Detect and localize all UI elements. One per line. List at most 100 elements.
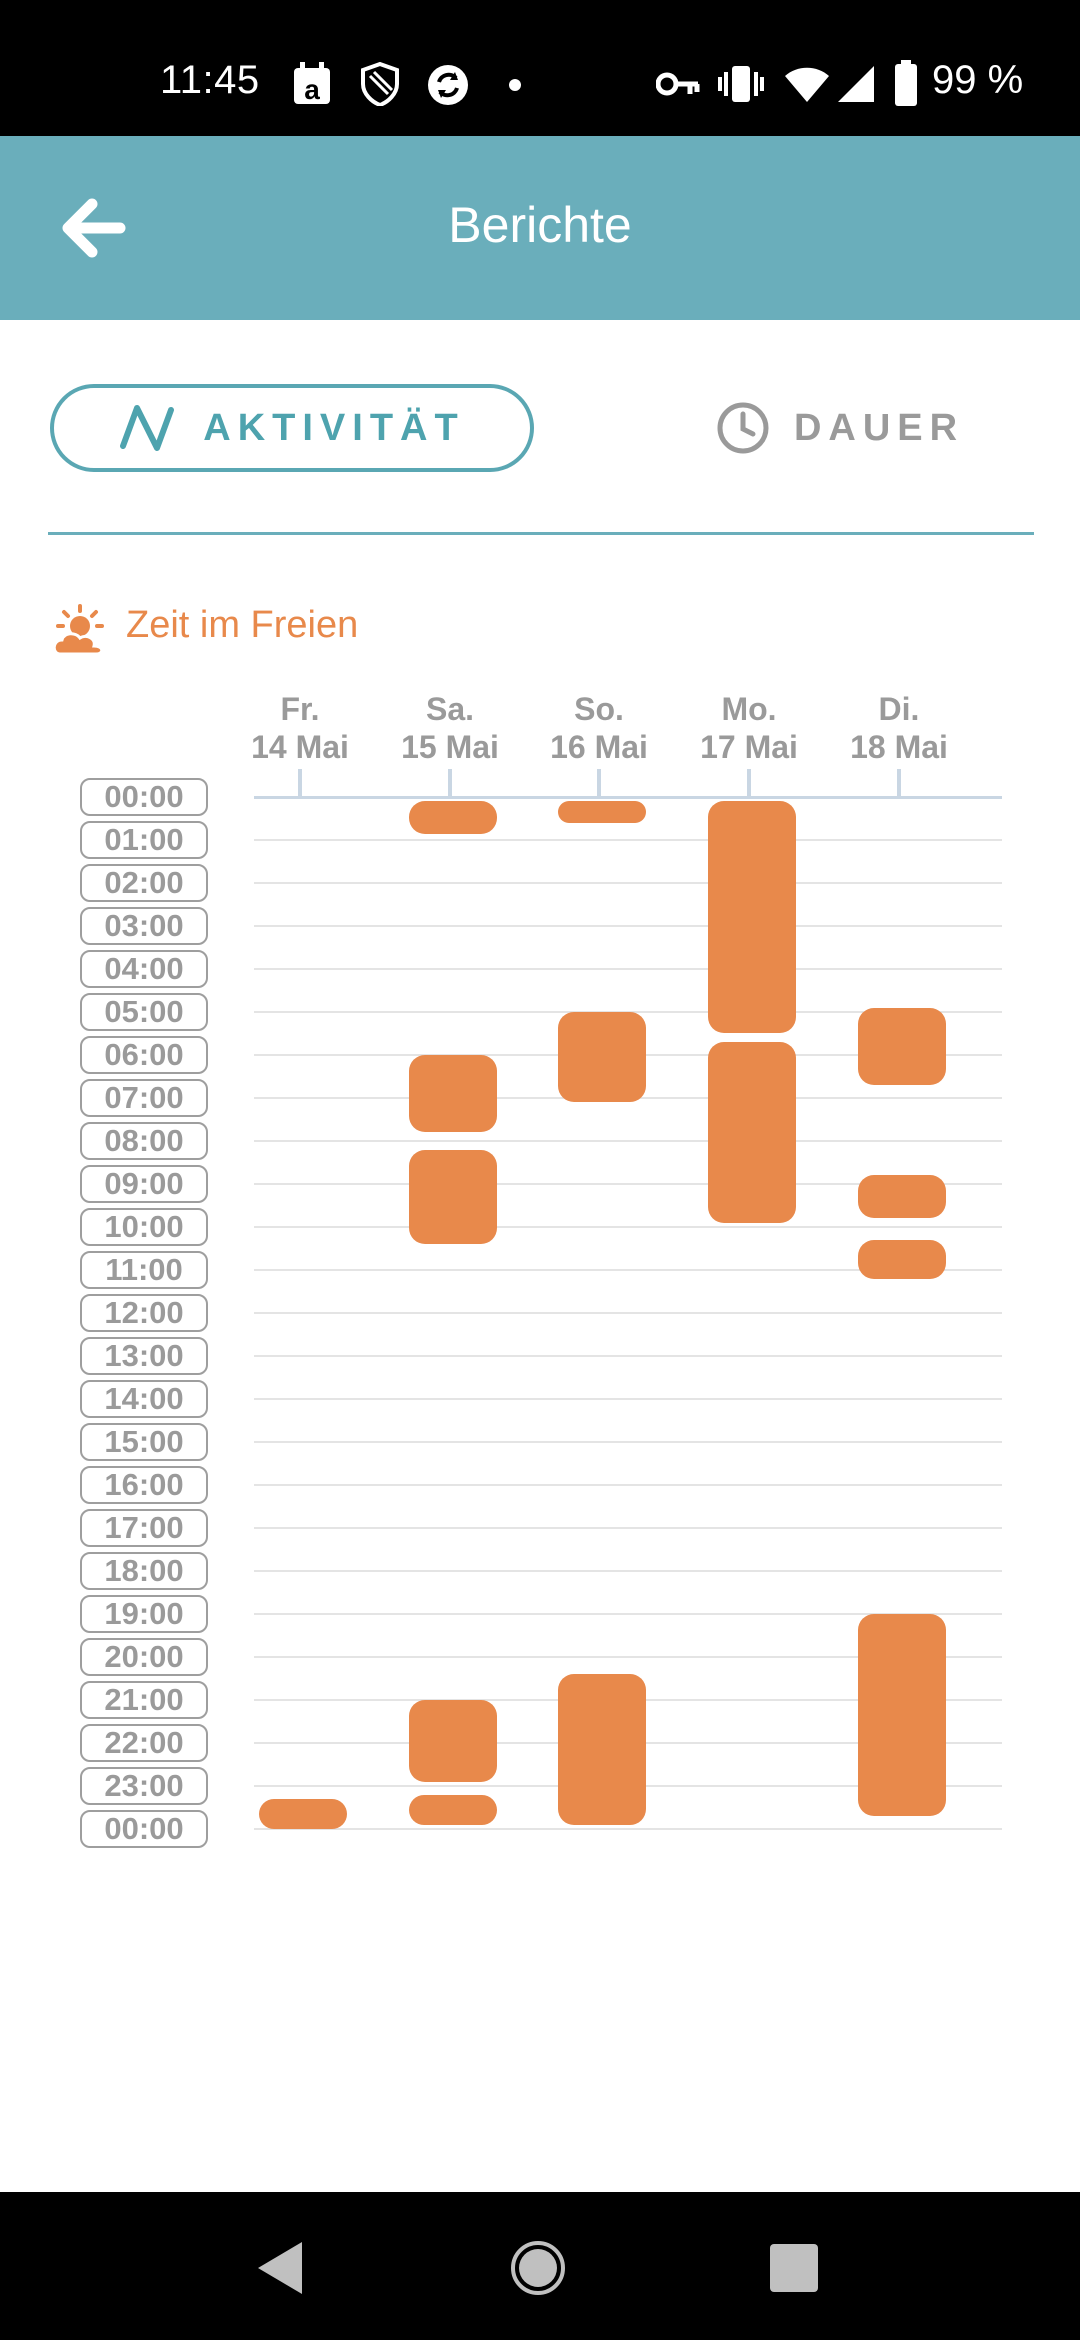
tab-duration[interactable]: DAUER xyxy=(690,384,990,472)
gridline xyxy=(254,1183,1002,1185)
dot-icon xyxy=(509,79,521,91)
sync-icon xyxy=(428,65,468,105)
hour-label: 10:00 xyxy=(80,1208,208,1246)
activity-block xyxy=(858,1614,946,1817)
day-tick xyxy=(747,769,751,797)
hour-label: 06:00 xyxy=(80,1036,208,1074)
hour-label: 22:00 xyxy=(80,1724,208,1762)
hour-label: 08:00 xyxy=(80,1122,208,1160)
nav-back-button[interactable] xyxy=(256,2240,304,2296)
back-button[interactable] xyxy=(52,188,132,268)
day-date: 16 Mai xyxy=(550,729,648,765)
gridline xyxy=(254,1226,1002,1228)
battery-icon xyxy=(895,60,917,106)
sun-cloud-icon xyxy=(52,604,104,656)
hour-label: 03:00 xyxy=(80,907,208,945)
day-date: 14 Mai xyxy=(251,729,349,765)
gridline xyxy=(254,1484,1002,1486)
gridline xyxy=(254,1312,1002,1314)
hour-label: 02:00 xyxy=(80,864,208,902)
gridline xyxy=(254,1570,1002,1572)
hour-label: 09:00 xyxy=(80,1165,208,1203)
day-date: 17 Mai xyxy=(700,729,798,765)
hour-label: 07:00 xyxy=(80,1079,208,1117)
day-date: 18 Mai xyxy=(850,729,948,765)
activity-block xyxy=(409,1055,497,1133)
calendar-a-icon: a xyxy=(294,62,330,105)
activity-wave-icon xyxy=(120,405,175,451)
hour-label: 16:00 xyxy=(80,1466,208,1504)
hour-label: 20:00 xyxy=(80,1638,208,1676)
hour-label: 01:00 xyxy=(80,821,208,859)
hour-label: 13:00 xyxy=(80,1337,208,1375)
activity-block xyxy=(409,1700,497,1782)
hour-label: 04:00 xyxy=(80,950,208,988)
activity-block xyxy=(858,1175,946,1219)
nav-home-button[interactable] xyxy=(510,2240,566,2296)
activity-block xyxy=(558,1674,646,1825)
day-tick xyxy=(448,769,452,797)
day-weekday: Di. xyxy=(878,691,920,727)
day-date: 15 Mai xyxy=(401,729,499,765)
hour-label: 23:00 xyxy=(80,1767,208,1805)
hour-label: 21:00 xyxy=(80,1681,208,1719)
status-bar: 11:45 a 99 % xyxy=(0,0,1080,136)
activity-block xyxy=(708,801,796,1034)
hour-label: 14:00 xyxy=(80,1380,208,1418)
day-label: Fr. 14 Mai xyxy=(240,690,360,766)
page-title: Berichte xyxy=(448,197,632,253)
gridline xyxy=(254,882,1002,884)
activity-block xyxy=(858,1007,946,1086)
gridline xyxy=(254,925,1002,927)
hour-label: 11:00 xyxy=(80,1251,208,1289)
nav-recents-button[interactable] xyxy=(770,2244,818,2292)
battery-percent: 99 % xyxy=(932,58,1024,102)
tab-duration-label: DAUER xyxy=(793,406,965,449)
vibrate-icon xyxy=(718,66,764,102)
gridline xyxy=(254,1398,1002,1400)
hour-label: 15:00 xyxy=(80,1423,208,1461)
hour-label: 00:00 xyxy=(80,1810,208,1848)
day-tick xyxy=(597,769,601,797)
activity-block xyxy=(558,801,646,824)
day-label: So. 16 Mai xyxy=(539,690,659,766)
app-header: Berichte xyxy=(0,136,1080,320)
gridline xyxy=(254,1613,1002,1615)
day-weekday: So. xyxy=(574,691,624,727)
activity-block xyxy=(409,1794,497,1825)
gridline xyxy=(254,1527,1002,1529)
shield-icon xyxy=(361,62,399,106)
tab-divider xyxy=(48,532,1034,535)
gridline xyxy=(254,1269,1002,1271)
day-weekday: Sa. xyxy=(425,691,475,727)
gridline xyxy=(254,1140,1002,1142)
day-label: Sa. 15 Mai xyxy=(390,690,510,766)
gridline xyxy=(254,1828,1002,1830)
activity-block xyxy=(708,1042,796,1223)
hour-label: 00:00 xyxy=(80,778,208,816)
clock-icon xyxy=(717,402,769,454)
hour-label: 12:00 xyxy=(80,1294,208,1332)
gridline xyxy=(254,1355,1002,1357)
gridline xyxy=(254,1441,1002,1443)
gridline xyxy=(254,968,1002,970)
activity-block xyxy=(409,1149,497,1245)
hour-label: 19:00 xyxy=(80,1595,208,1633)
activity-block xyxy=(259,1798,347,1829)
gridline xyxy=(254,839,1002,841)
hour-label: 05:00 xyxy=(80,993,208,1031)
wifi-icon xyxy=(785,67,829,102)
day-label: Mo. 17 Mai xyxy=(689,690,809,766)
status-time: 11:45 xyxy=(160,58,260,102)
tab-activity-label: AKTIVITÄT xyxy=(203,406,465,449)
section-title: Zeit im Freien xyxy=(126,604,359,646)
day-label: Di. 18 Mai xyxy=(839,690,959,766)
day-weekday: Fr. xyxy=(280,691,320,727)
svg-text:a: a xyxy=(304,74,320,105)
vpn-key-icon xyxy=(656,72,700,96)
activity-block xyxy=(409,801,497,834)
activity-block xyxy=(558,1012,646,1103)
signal-icon xyxy=(838,66,874,102)
tab-activity[interactable]: AKTIVITÄT xyxy=(50,384,534,472)
gridline xyxy=(254,1656,1002,1658)
